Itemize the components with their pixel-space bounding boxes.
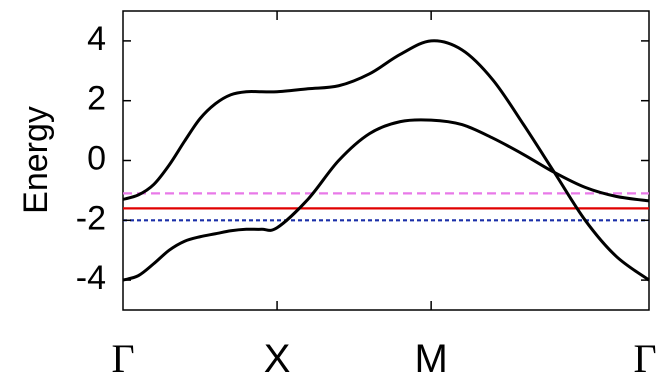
band-line-1 (122, 39, 650, 282)
y-axis-title: Energy (17, 106, 55, 214)
y-tick-label: -2 (76, 199, 106, 237)
band-curves (122, 39, 650, 282)
x-tick-label: Γ (633, 336, 656, 381)
y-tick-label: 2 (87, 80, 106, 118)
reference-lines (123, 192, 649, 222)
plot-frame (122, 10, 650, 311)
y-axis-ticks: -4 -2 0 2 4 (76, 20, 649, 297)
x-tick-label: Γ (111, 336, 134, 381)
x-tick-label: X (264, 337, 291, 381)
y-tick-label: -4 (76, 259, 106, 297)
band-line-2 (122, 118, 650, 282)
x-tick-label: M (414, 337, 447, 381)
y-tick-label: 4 (87, 20, 106, 58)
y-tick-label: 0 (87, 139, 106, 177)
